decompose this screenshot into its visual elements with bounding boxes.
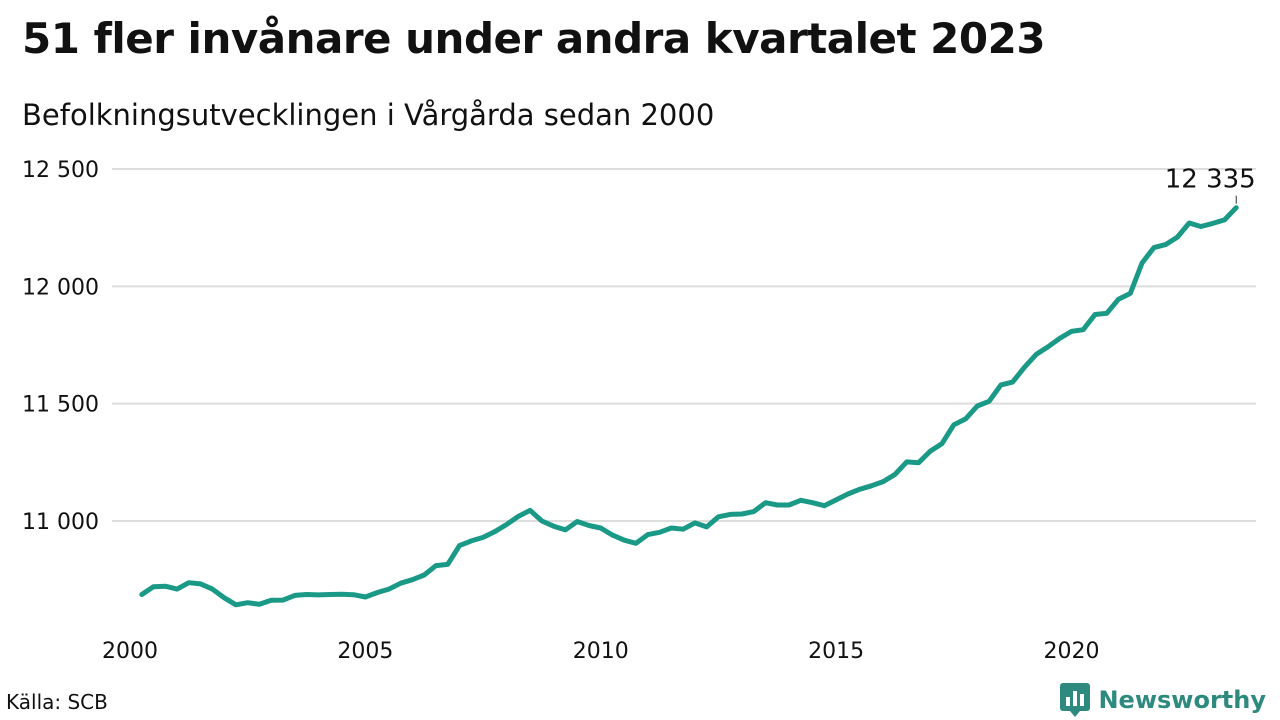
x-tick-label: 2015 [808, 639, 864, 664]
newsworthy-chart-icon [1060, 683, 1091, 717]
source-label: Källa: SCB [6, 690, 108, 714]
x-tick-label: 2000 [102, 639, 158, 664]
population-line [139, 205, 1239, 608]
grid-lines [112, 168, 1256, 522]
x-tick-label: 2010 [573, 639, 629, 664]
chart-title: 51 fler invånare under andra kvartalet 2… [22, 14, 1046, 63]
line-chart: 11 000 11 500 12 000 12 500 2000 2005 2010 201… [22, 158, 1256, 664]
y-axis-ticks: 11 000 11 500 12 000 12 500 [22, 158, 99, 535]
y-tick-label: 12 500 [22, 158, 99, 183]
x-axis-ticks: 2000 2005 2010 2015 2020 [102, 639, 1099, 664]
brand-name: Newsworthy [1098, 686, 1266, 714]
chart-subtitle: Befolkningsutvecklingen i Vårgårda sedan… [22, 98, 715, 132]
y-tick-label: 11 500 [22, 393, 99, 418]
y-tick-label: 11 000 [22, 510, 99, 535]
brand-logo[interactable]: Newsworthy [1060, 683, 1266, 717]
x-tick-label: 2005 [337, 639, 393, 664]
y-tick-label: 12 000 [22, 275, 99, 300]
last-value-label: 12 335 [1165, 165, 1256, 195]
x-tick-label: 2020 [1043, 639, 1099, 664]
